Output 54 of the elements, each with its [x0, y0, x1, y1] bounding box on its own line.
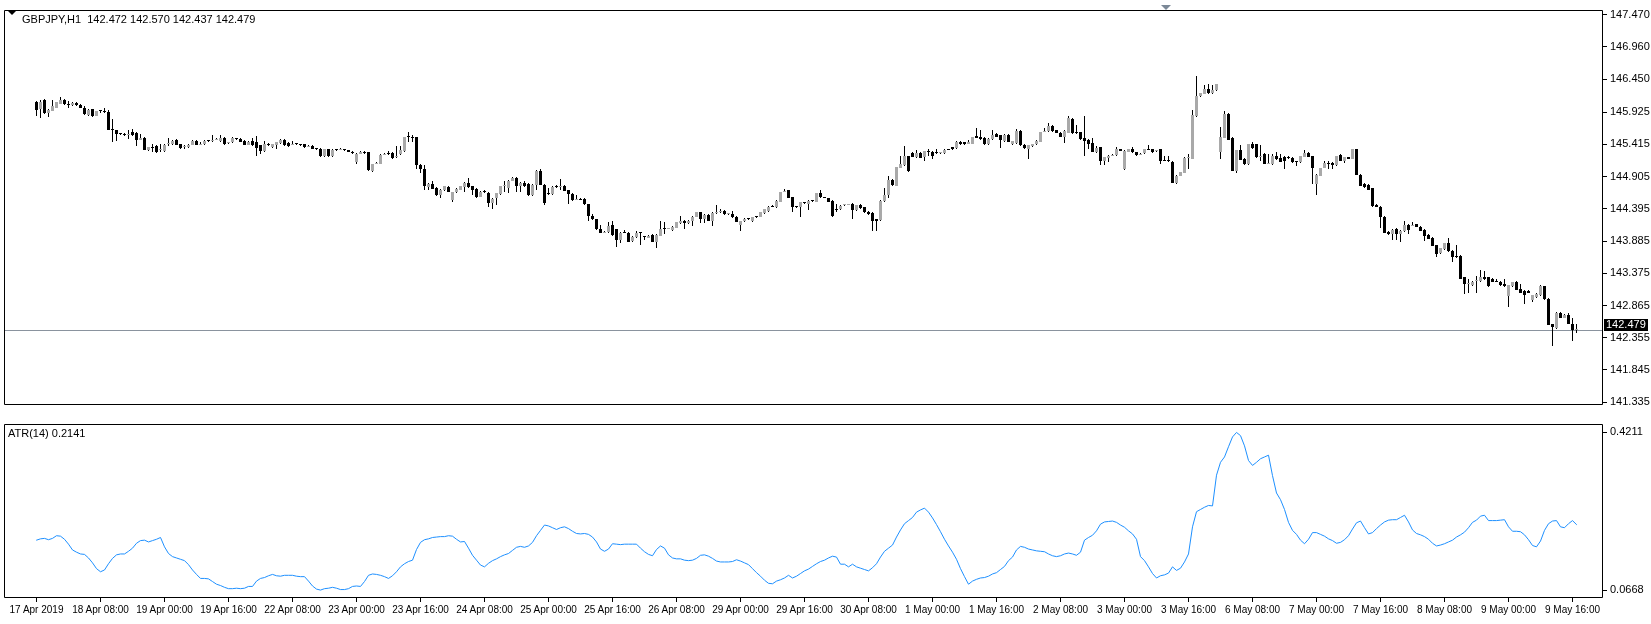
x-tick-label: 9 May 16:00	[1544, 603, 1601, 615]
x-tick-label: 29 Apr 16:00	[776, 603, 834, 615]
candlestick	[395, 146, 398, 158]
x-tick-label: 7 May 00:00	[1288, 603, 1345, 615]
ref-line-label: 142.479	[1606, 318, 1646, 331]
x-tick-label: 23 Apr 00:00	[328, 603, 386, 615]
y-tick-label: 147.470	[1610, 7, 1650, 20]
x-tick-label: 9 May 00:00	[1480, 603, 1537, 615]
candlestick	[559, 179, 562, 190]
x-tick-label: 1 May 00:00	[904, 603, 961, 615]
candlestick	[407, 132, 410, 142]
candlestick	[639, 232, 642, 245]
candlestick	[1467, 279, 1470, 293]
x-tick-label: 18 Apr 08:00	[72, 603, 130, 615]
y-tick-label: 146.450	[1610, 72, 1650, 85]
x-tick-label: 19 Apr 00:00	[136, 603, 194, 615]
x-tick-label: 19 Apr 16:00	[200, 603, 258, 615]
x-tick-label: 25 Apr 16:00	[584, 603, 642, 615]
y-tick-label: 0.0668	[1610, 583, 1644, 596]
x-tick-label: 30 Apr 08:00	[840, 603, 898, 615]
x-tick-label: 1 May 16:00	[968, 603, 1025, 615]
x-tick-label: 25 Apr 00:00	[520, 603, 578, 615]
x-tick-label: 24 Apr 08:00	[456, 603, 514, 615]
candlestick	[1259, 145, 1262, 161]
y-tick-label: 142.355	[1610, 330, 1650, 343]
chart-title: ATR(14) 0.2141	[8, 426, 86, 439]
y-tick-label: 141.845	[1610, 363, 1650, 375]
x-tick-label: 29 Apr 00:00	[712, 603, 770, 615]
x-tick-label: 26 Apr 08:00	[648, 603, 706, 615]
x-tick-label: 2 May 08:00	[1032, 603, 1089, 615]
x-tick-label: 7 May 16:00	[1352, 603, 1409, 615]
candlestick	[1267, 154, 1270, 164]
candlestick	[503, 181, 506, 192]
candlestick	[1475, 276, 1478, 293]
y-tick-label: 144.395	[1610, 201, 1650, 214]
x-tick-label: 23 Apr 16:00	[392, 603, 450, 615]
candlestick	[1083, 116, 1086, 156]
x-tick-label: 17 Apr 2019	[9, 603, 64, 615]
x-tick-label: 22 Apr 08:00	[264, 603, 322, 615]
y-tick-label: 143.375	[1610, 266, 1650, 279]
y-tick-label: 145.415	[1610, 137, 1650, 150]
x-tick-label: 6 May 08:00	[1224, 603, 1281, 615]
y-tick-label: 143.885	[1610, 234, 1650, 247]
y-tick-label: 145.925	[1610, 105, 1650, 118]
x-tick-label: 3 May 16:00	[1160, 603, 1217, 615]
chart-title: GBPJPY,H1 142.472 142.570 142.437 142.479	[22, 12, 256, 25]
x-tick-label: 8 May 08:00	[1416, 603, 1473, 615]
x-tick-label: 3 May 00:00	[1096, 603, 1153, 615]
candlestick	[663, 222, 666, 234]
y-tick-label: 142.865	[1610, 298, 1650, 311]
y-tick-label: 144.905	[1610, 169, 1650, 182]
y-tick-label: 141.335	[1610, 395, 1650, 408]
y-tick-label: 146.960	[1610, 39, 1650, 52]
y-tick-label: 0.4211	[1610, 425, 1643, 438]
